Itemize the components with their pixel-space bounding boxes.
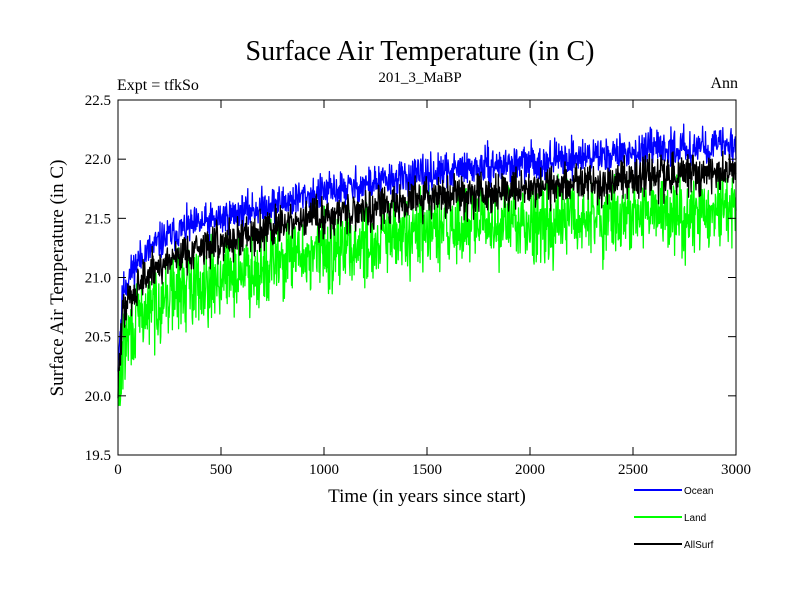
legend-label-land: Land [684,513,706,524]
y-axis-label: Surface Air Temperature (in C) [47,160,68,397]
x-tick-label: 500 [210,462,233,478]
y-tick-label: 22.0 [85,152,111,168]
x-tick-label: 1500 [412,462,442,478]
chart-subtitle: 201_3_MaBP [378,70,461,86]
y-tick-label: 20.5 [85,330,111,346]
y-tick-label: 20.0 [85,389,111,405]
chart-title: Surface Air Temperature (in C) [246,36,595,67]
y-tick-label: 22.5 [85,93,111,109]
x-tick-label: 3000 [721,462,751,478]
x-tick-label: 2500 [618,462,648,478]
series-layer [117,123,737,407]
legend: Ocean Land AllSurf [634,486,714,551]
x-tick-label: 1000 [309,462,339,478]
y-tick-label: 21.5 [85,211,111,227]
x-axis-ticks: 0 500 1000 1500 2000 2500 3000 [114,100,751,478]
y-axis-ticks: 19.5 20.0 20.5 21.0 21.5 22.0 22.5 [85,93,736,464]
season-label: Ann [710,75,738,92]
y-tick-label: 21.0 [85,271,111,287]
experiment-label: Expt = tfkSo [117,77,199,94]
series-line-land [117,172,737,407]
series-line-allsurf [117,150,737,399]
y-tick-label: 19.5 [85,448,111,464]
legend-label-ocean: Ocean [684,486,713,497]
legend-label-allsurf: AllSurf [684,540,714,551]
x-tick-label: 0 [114,462,122,478]
x-axis-label: Time (in years since start) [328,486,526,507]
series-line-ocean [117,123,737,372]
x-tick-label: 2000 [515,462,545,478]
